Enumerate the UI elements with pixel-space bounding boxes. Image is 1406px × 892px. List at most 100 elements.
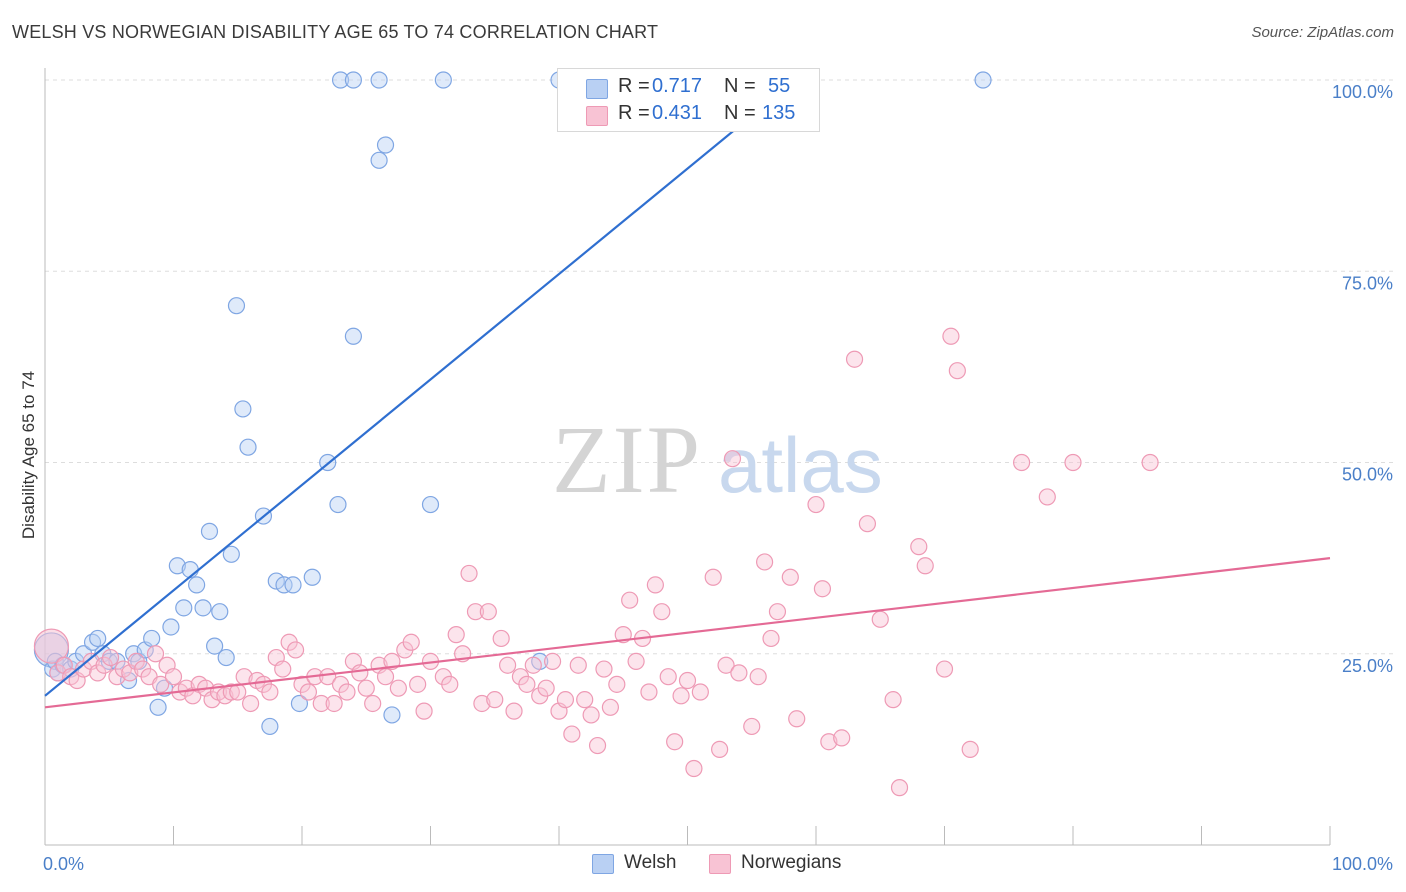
welsh-point [974, 71, 992, 89]
norwegians-point [492, 629, 510, 648]
norwegians-point [948, 362, 966, 380]
norwegians-point [402, 633, 420, 651]
norwegians-point [942, 327, 960, 345]
norwegians-point [833, 729, 851, 747]
norwegians-legend-swatch [709, 854, 731, 874]
norwegians-point [845, 350, 864, 368]
norwegians-point [762, 629, 780, 648]
axes [44, 68, 1331, 846]
norwegians-point [910, 538, 928, 556]
y-tick-label: 100.0% [1332, 82, 1393, 102]
welsh-point [261, 717, 279, 736]
watermark-atlas: atlas [718, 421, 883, 509]
y-tick-label: 25.0% [1342, 656, 1393, 676]
y-axis-label: Disability Age 65 to 74 [19, 371, 38, 539]
norwegians-point [608, 675, 626, 693]
norwegians-point [33, 628, 70, 664]
norwegians-legend-label: Norwegians [741, 852, 842, 873]
watermark-zip: ZIP [552, 406, 702, 513]
norwegians-point [1038, 488, 1056, 506]
welsh-r-value: 0.717 [652, 75, 703, 97]
norwegians-point [588, 736, 607, 755]
x-tick-label: 0.0% [43, 854, 84, 874]
norwegians-point [338, 683, 356, 701]
norwegians-trend-line [44, 557, 1331, 709]
norwegians-point [627, 652, 645, 671]
welsh-swatch [586, 79, 608, 99]
norwegians-point [286, 641, 305, 659]
norwegians-point [101, 648, 120, 667]
welsh-point [188, 576, 206, 594]
norwegians-point [376, 668, 395, 686]
norwegians-point [242, 694, 260, 713]
norwegians-point [961, 740, 979, 758]
norwegians-point [723, 450, 742, 468]
trend-lines [44, 79, 1331, 709]
source-label: Source: ZipAtlas.com [1251, 24, 1394, 41]
norwegians-point [672, 687, 690, 705]
welsh-series [33, 71, 992, 736]
norwegians-point [351, 664, 369, 682]
norwegians-point [319, 668, 337, 686]
norwegians-point [711, 740, 729, 758]
norwegians-n-value: 135 [762, 102, 796, 124]
norwegians-point [685, 759, 703, 778]
watermark: ZIP atlas [552, 406, 883, 513]
welsh-trend-line [44, 79, 797, 697]
chart-title: WELSH VS NORWEGIAN DISABILITY AGE 65 TO … [12, 22, 659, 42]
welsh-point [329, 495, 347, 514]
correlation-legend: R = 0.717 N = 55 R = 0.431 N = 135 [557, 68, 820, 132]
norwegians-point [441, 675, 459, 693]
welsh-point [234, 400, 252, 418]
norwegians-point [691, 683, 709, 701]
welsh-point [175, 599, 193, 617]
norwegians-point [755, 553, 774, 571]
y-tick-label: 50.0% [1342, 465, 1393, 485]
welsh-point [370, 71, 388, 89]
norwegians-point [274, 660, 292, 678]
norwegians-point [518, 675, 536, 693]
welsh-point [331, 71, 350, 89]
welsh-point [206, 637, 224, 655]
x-tick-label: 100.0% [1332, 854, 1393, 874]
welsh-point [200, 522, 219, 540]
norwegians-swatch [586, 106, 608, 126]
norwegians-point [473, 694, 491, 713]
norwegians-point [222, 683, 240, 701]
norwegians-point [164, 668, 183, 686]
norwegians-point [389, 679, 407, 697]
tick-labels: 25.0% 50.0% 75.0% 100.0% 0.0% 100.0% [43, 82, 1393, 874]
welsh-n-value: 55 [768, 75, 791, 97]
norwegians-point [935, 660, 954, 678]
norwegians-point [261, 683, 279, 701]
gridlines [45, 79, 1395, 655]
welsh-point [211, 603, 229, 621]
norwegians-point [595, 660, 613, 678]
norwegians-point [640, 683, 658, 701]
welsh-point [434, 71, 452, 89]
welsh-point [168, 557, 186, 575]
norwegians-point [582, 706, 600, 724]
welsh-point [181, 560, 199, 579]
welsh-point [421, 495, 440, 514]
welsh-point [383, 706, 401, 724]
norwegians-point [653, 603, 671, 621]
norwegians-point [537, 679, 555, 697]
y-tick-label: 75.0% [1342, 273, 1393, 293]
norwegians-point [569, 656, 587, 674]
welsh-point [149, 698, 167, 716]
norwegians-point [813, 580, 832, 598]
norwegians-r-value: 0.431 [652, 102, 703, 124]
welsh-point [267, 572, 285, 590]
norwegians-point [788, 710, 806, 728]
norwegians-point [781, 568, 799, 586]
norwegians-point [556, 691, 575, 709]
norwegians-point [666, 733, 684, 751]
norwegians-point [466, 603, 485, 621]
norwegians-point [383, 652, 401, 671]
welsh-legend-swatch [592, 854, 614, 874]
legend-r-label: R = [618, 75, 650, 97]
welsh-point [227, 297, 246, 315]
welsh-point [303, 568, 321, 586]
